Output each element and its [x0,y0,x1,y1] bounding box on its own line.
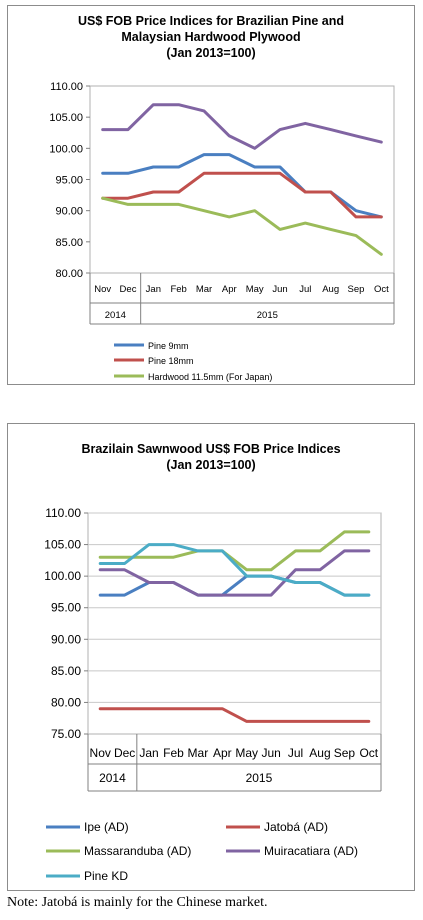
y-tick-label: 75.00 [51,727,81,741]
x-category-label: Jan [146,284,161,295]
x-category-label: Aug [309,746,330,760]
chart-title-line-2: Malaysian Hardwood Plywood [121,30,301,44]
x-category-label: May [246,284,264,295]
legend-label: Muiracatiara (AD) [264,844,358,858]
x-category-label: Oct [374,284,389,295]
year-group-label: 2014 [99,771,126,785]
year-group-label: 2015 [246,771,273,785]
x-category-label: Sep [348,284,365,295]
y-tick-label: 80.00 [51,695,81,709]
chart-title-line-1: Brazilain Sawnwood US$ FOB Price Indices [81,442,341,456]
x-category-label: Apr [222,284,237,295]
x-category-label: Nov [94,284,111,295]
x-category-label: Feb [163,746,184,760]
legend-label: Pine KD [84,869,128,883]
y-tick-label: 85.00 [55,237,83,249]
plywood-chart-svg: 80.00 85.00 90.00 95.00 100.00 105.00 110.00 No… [49,81,395,382]
y-tick-label: 100.00 [49,143,83,155]
year-group-label: 2014 [105,310,126,321]
footnote: Note: Jatobá is mainly for the Chinese m… [7,895,268,910]
chart-title-line-2: (Jan 2013=100) [166,458,256,472]
x-category-label: Oct [359,746,378,760]
year-group-label: 2015 [257,310,278,321]
x-category-label: Jun [261,746,280,760]
x-category-label: Mar [196,284,212,295]
y-tick-label: 80.00 [55,268,83,280]
y-tick-label: 95.00 [55,175,83,187]
y-tick-label: 90.00 [55,206,83,218]
series-line-pine-18mm [101,171,383,219]
x-category-label: Nov [90,746,111,760]
x-category-label: Feb [170,284,186,295]
x-category-label: Jul [288,746,303,760]
y-tick-label: 110.00 [45,506,81,520]
legend-label: Jatobá (AD) [264,820,328,834]
x-category-label: Jul [299,284,311,295]
series-line-hardwood-11-5mm-for-japan [101,196,383,256]
y-tick-label: 100.00 [44,569,81,583]
legend-label: Pine 18mm [148,356,194,366]
x-category-label: Jan [139,746,158,760]
series-line-muiracatiara-ad [98,549,371,597]
chart-title-line-1: US$ FOB Price Indices for Brazilian Pine… [77,14,345,28]
sawnwood-chart-svg: 75.00 80.00 85.00 90.00 95.00 100.00 105.00 110… [44,506,382,883]
x-category-label: May [235,746,258,760]
x-category-label: Dec [114,746,135,760]
x-category-label: Apr [213,746,232,760]
y-tick-label: 105.00 [44,538,81,552]
sawnwood-chart-panel: Brazilain Sawnwood US$ FOB Price Indices… [7,423,415,891]
series-line-pine-9mm [101,153,383,219]
y-tick-label: 95.00 [51,601,81,615]
x-category-label: Aug [322,284,339,295]
plot-area-border [89,85,395,274]
legend-label: Massaranduba (AD) [84,844,191,858]
series-line-massaranduba-ad [98,530,371,572]
plywood-chart-panel: US$ FOB Price Indices for Brazilian Pine… [7,5,415,385]
y-tick-label: 85.00 [51,664,81,678]
x-category-label: Dec [120,284,137,295]
legend-label: Ipe (AD) [84,820,129,834]
legend-label: Pine 9mm [148,341,189,351]
x-category-label: Jun [272,284,287,295]
series-line-jatob-ad [98,707,371,723]
y-tick-label: 90.00 [51,632,81,646]
series-line-unlabeled [101,103,383,150]
chart-title-line-3: (Jan 2013=100) [166,46,256,60]
y-tick-label: 105.00 [49,112,83,124]
legend-label: Hardwood 11.5mm (For Japan) [148,372,272,382]
plot-area-border [87,512,382,735]
y-tick-label: 110.00 [50,81,83,93]
x-category-label: Mar [188,746,209,760]
x-category-label: Sep [334,746,356,760]
series-line-pine-kd [98,543,371,597]
